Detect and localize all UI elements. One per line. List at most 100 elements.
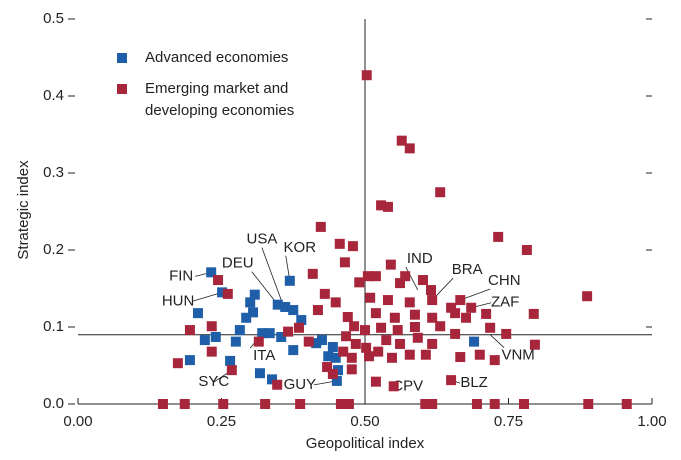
point [341, 331, 352, 342]
point [373, 346, 384, 357]
point [334, 238, 345, 249]
annotation-label: FIN [169, 267, 193, 284]
point [343, 399, 354, 409]
point [501, 328, 512, 339]
point [420, 349, 431, 360]
point [376, 322, 387, 333]
point [323, 351, 334, 362]
point [267, 374, 278, 385]
point [280, 301, 291, 312]
y-axis-label: Strategic index [15, 160, 32, 260]
legend-swatch [117, 84, 127, 94]
point [389, 312, 400, 323]
leader-line [261, 247, 284, 305]
point [450, 308, 461, 319]
point [370, 376, 381, 387]
point [272, 379, 283, 390]
annotation-label: BLZ [460, 374, 488, 391]
point [455, 352, 466, 363]
point [319, 288, 330, 299]
point [427, 312, 438, 323]
point [621, 399, 632, 409]
point [331, 375, 342, 386]
point [446, 302, 457, 313]
point [296, 315, 307, 326]
point [469, 336, 480, 347]
point [295, 399, 306, 409]
point [288, 305, 299, 316]
point [427, 399, 438, 409]
legend-label: Advanced economies [145, 49, 288, 66]
point [157, 399, 168, 409]
point [192, 308, 203, 319]
point [461, 312, 472, 323]
y-tick-label: 0.4 [43, 87, 64, 104]
point [327, 342, 338, 353]
point [248, 307, 259, 318]
point [493, 231, 504, 242]
x-axis-label: Geopolitical index [306, 435, 425, 452]
point [400, 271, 411, 282]
leader-line [405, 266, 419, 291]
point [264, 328, 275, 339]
point [217, 287, 228, 298]
point [435, 187, 446, 198]
point [365, 292, 376, 303]
point [257, 328, 268, 339]
point [404, 143, 415, 154]
point [381, 335, 392, 346]
point [582, 291, 593, 302]
point [322, 362, 333, 373]
annotation-label: SYC [198, 373, 229, 390]
point [382, 295, 393, 306]
point [417, 275, 428, 286]
point [222, 288, 233, 299]
point [396, 135, 407, 146]
point [311, 338, 322, 349]
annotation-label: BRA [452, 261, 483, 278]
point [307, 268, 318, 279]
point [455, 295, 466, 306]
annotation-label: VNM [501, 347, 534, 364]
point [206, 267, 217, 278]
point [316, 335, 327, 346]
point [346, 352, 357, 363]
point [471, 399, 482, 409]
point [350, 338, 361, 349]
point [199, 335, 210, 346]
point [481, 308, 492, 319]
point [404, 349, 415, 360]
point [253, 336, 264, 347]
point [528, 308, 539, 319]
point [427, 338, 438, 349]
point [315, 221, 326, 232]
point [213, 275, 224, 286]
point [362, 271, 373, 282]
point [385, 259, 396, 270]
point [450, 328, 461, 339]
point [521, 245, 532, 255]
y-tick-label: 0.0 [43, 395, 64, 412]
point [395, 338, 406, 349]
point [339, 257, 350, 268]
x-tick-label: 0.00 [63, 413, 92, 430]
y-tick-label: 0.5 [43, 10, 64, 27]
point [260, 399, 271, 409]
point [361, 70, 372, 81]
point [342, 311, 353, 322]
point [234, 325, 245, 336]
x-tick-label: 1.00 [637, 413, 666, 430]
annotation-label: HUN [162, 292, 195, 309]
legend-label: Emerging market and developing economies [145, 80, 294, 119]
point [426, 285, 437, 296]
point [333, 365, 344, 376]
point [349, 321, 360, 332]
point [284, 275, 295, 286]
point [395, 278, 406, 289]
point [276, 332, 287, 343]
point [288, 345, 299, 356]
point [518, 399, 529, 409]
point [420, 399, 431, 409]
point [283, 326, 294, 337]
point [466, 302, 477, 313]
